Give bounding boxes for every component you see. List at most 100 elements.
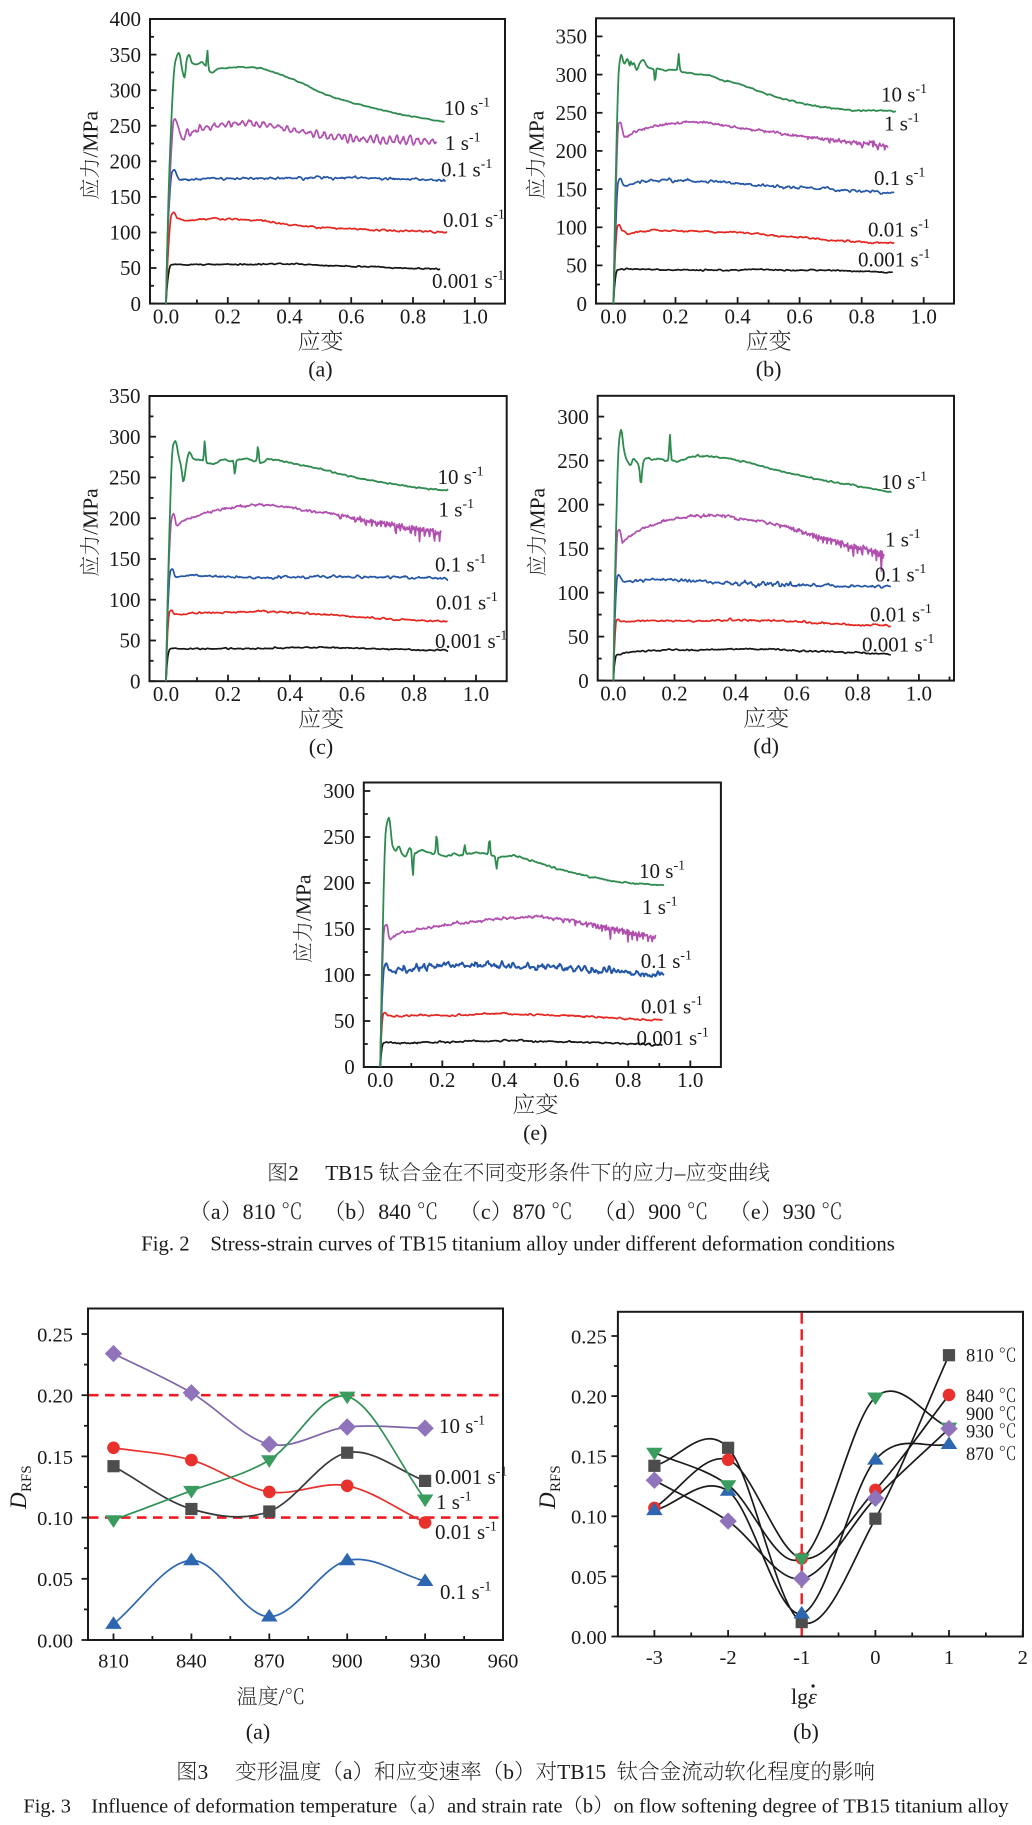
svg-text:(c): (c) <box>309 734 333 759</box>
svg-text:0: 0 <box>578 669 589 693</box>
svg-text:0.00: 0.00 <box>571 1627 607 1649</box>
svg-text:(a): (a) <box>308 357 332 382</box>
svg-text:0: 0 <box>344 1055 355 1079</box>
svg-text:–: – <box>674 1161 686 1185</box>
svg-text:0.001 s-1: 0.001 s-1 <box>637 1025 709 1049</box>
svg-text:0.10: 0.10 <box>571 1507 607 1529</box>
svg-text:0.05: 0.05 <box>571 1567 607 1589</box>
svg-text:Stress-strain curves of TB15 t: Stress-strain curves of TB15 titanium al… <box>210 1234 894 1256</box>
svg-text:350: 350 <box>109 384 141 408</box>
svg-text:0.15: 0.15 <box>37 1447 73 1469</box>
svg-text:and strain rate: and strain rate <box>447 1796 562 1818</box>
svg-text:-2: -2 <box>720 1647 737 1669</box>
svg-text:150: 150 <box>556 177 588 201</box>
svg-text:0.4: 0.4 <box>276 304 303 328</box>
svg-text:930: 930 <box>410 1651 441 1673</box>
svg-text:150: 150 <box>557 537 589 561</box>
svg-text:0.10: 0.10 <box>37 1508 73 1530</box>
svg-text:TB15: TB15 <box>557 1760 606 1784</box>
svg-text:a: a <box>211 1199 221 1224</box>
svg-text:50: 50 <box>120 256 141 280</box>
svg-text:Influence of deformation tempe: Influence of deformation temperature <box>91 1796 397 1818</box>
svg-text:250: 250 <box>323 825 355 849</box>
svg-text:1.0: 1.0 <box>463 682 489 706</box>
svg-text:1.0: 1.0 <box>911 304 937 328</box>
svg-text:870: 870 <box>254 1651 285 1673</box>
svg-text:Fig. 3: Fig. 3 <box>23 1796 71 1818</box>
svg-text:0.20: 0.20 <box>37 1386 73 1408</box>
svg-text:on flow softening degree of TB: on flow softening degree of TB15 titaniu… <box>614 1796 1010 1818</box>
svg-text:200: 200 <box>110 150 142 174</box>
svg-text:0.4: 0.4 <box>491 1068 518 1092</box>
svg-text:0.25: 0.25 <box>37 1324 73 1346</box>
svg-text:/MPa: /MPa <box>79 111 103 158</box>
svg-text:200: 200 <box>557 493 589 517</box>
svg-text:0.8: 0.8 <box>401 682 427 706</box>
svg-text:0: 0 <box>577 292 588 316</box>
svg-text:150: 150 <box>110 185 142 209</box>
svg-text:900: 900 <box>648 1199 681 1224</box>
svg-text:900: 900 <box>332 1651 363 1673</box>
svg-text:200: 200 <box>556 139 588 163</box>
svg-text:810: 810 <box>966 1347 994 1367</box>
svg-text:0.001 s-1: 0.001 s-1 <box>858 247 930 271</box>
svg-text:840: 840 <box>966 1387 994 1407</box>
svg-text:0: 0 <box>130 669 141 693</box>
svg-text:1.0: 1.0 <box>677 1068 703 1092</box>
svg-text:0.4: 0.4 <box>277 682 304 706</box>
svg-text:0.6: 0.6 <box>786 304 812 328</box>
svg-text:TB15: TB15 <box>325 1161 373 1185</box>
svg-text:0.6: 0.6 <box>338 304 364 328</box>
svg-text:0: 0 <box>131 292 142 316</box>
svg-text:Fig. 2: Fig. 2 <box>141 1234 189 1256</box>
svg-text:840: 840 <box>378 1199 411 1224</box>
svg-text:0.00: 0.00 <box>37 1630 73 1652</box>
svg-text:0.2: 0.2 <box>661 681 687 705</box>
svg-text:1: 1 <box>944 1647 954 1669</box>
svg-text:a: a <box>343 1760 353 1784</box>
svg-text:0.001 s-1: 0.001 s-1 <box>432 268 504 292</box>
svg-text:930: 930 <box>783 1199 816 1224</box>
svg-text:0.6: 0.6 <box>553 1068 579 1092</box>
svg-text:3: 3 <box>198 1760 209 1784</box>
svg-text:400: 400 <box>110 7 142 31</box>
svg-text:870: 870 <box>966 1445 994 1465</box>
svg-text:0.0: 0.0 <box>153 304 179 328</box>
svg-text:200: 200 <box>323 871 355 895</box>
svg-text:/MPa: /MPa <box>292 874 316 921</box>
svg-text:300: 300 <box>110 78 142 102</box>
svg-text:0.4: 0.4 <box>722 681 749 705</box>
svg-text:250: 250 <box>556 101 588 125</box>
svg-text:0.0: 0.0 <box>153 682 179 706</box>
svg-text:RFS: RFS <box>548 1465 564 1492</box>
svg-text:b: b <box>503 1760 514 1784</box>
svg-text:2: 2 <box>1018 1647 1028 1669</box>
svg-text:0.20: 0.20 <box>571 1387 607 1409</box>
svg-text:D: D <box>6 1492 31 1510</box>
svg-text:D: D <box>535 1492 560 1510</box>
svg-text:150: 150 <box>323 917 355 941</box>
svg-text:0.0: 0.0 <box>600 304 626 328</box>
svg-text:200: 200 <box>109 506 141 530</box>
svg-text:100: 100 <box>110 221 142 245</box>
svg-text:/MPa: /MPa <box>526 487 550 534</box>
svg-text:0: 0 <box>870 1647 880 1669</box>
svg-text:250: 250 <box>557 449 589 473</box>
svg-text:870: 870 <box>513 1199 546 1224</box>
svg-text:0.0: 0.0 <box>600 681 626 705</box>
svg-text:100: 100 <box>323 963 355 987</box>
svg-text:(e): (e) <box>523 1120 547 1145</box>
svg-text:1.0: 1.0 <box>462 304 488 328</box>
svg-text:RFS: RFS <box>19 1465 35 1492</box>
svg-text:c: c <box>481 1199 491 1224</box>
svg-text:0.25: 0.25 <box>571 1326 607 1348</box>
svg-text:0.8: 0.8 <box>849 304 875 328</box>
svg-text:0.2: 0.2 <box>215 304 241 328</box>
svg-text:0.15: 0.15 <box>571 1447 607 1469</box>
svg-text:(b): (b) <box>793 1719 819 1744</box>
svg-text:0.6: 0.6 <box>339 682 365 706</box>
svg-text:(d): (d) <box>753 734 779 759</box>
svg-text:b: b <box>583 1796 593 1818</box>
svg-text:(b): (b) <box>756 357 782 382</box>
svg-text:b: b <box>345 1199 356 1224</box>
